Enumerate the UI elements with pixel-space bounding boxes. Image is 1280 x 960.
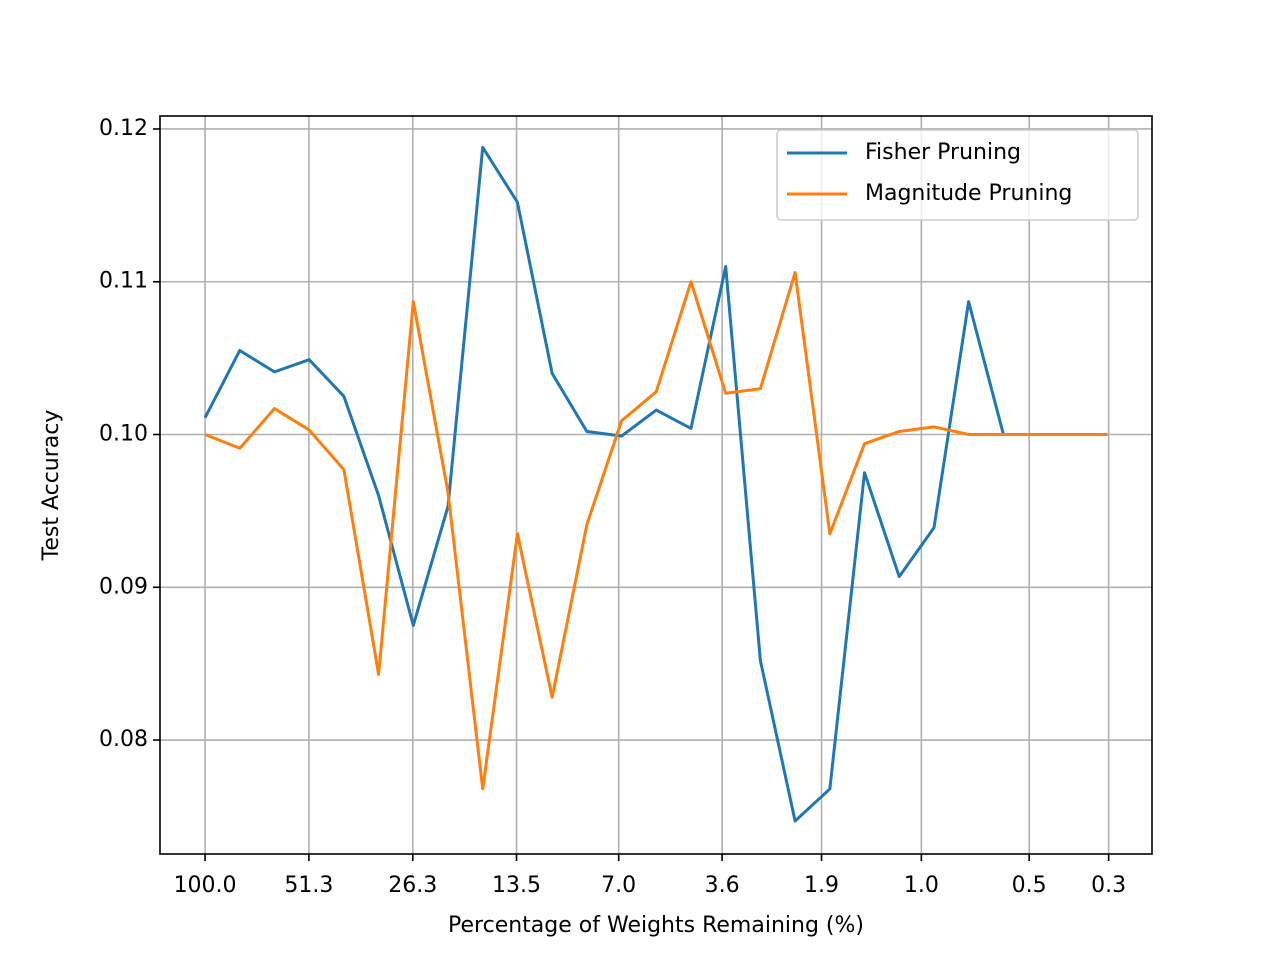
- x-axis-label: Percentage of Weights Remaining (%): [448, 913, 864, 938]
- legend-label: Fisher Pruning: [865, 140, 1021, 165]
- legend: Fisher Pruning Magnitude Pruning: [776, 129, 1139, 221]
- y-tick-label: 0.11: [99, 269, 148, 294]
- y-axis-label: Test Accuracy: [39, 410, 64, 562]
- x-tick-label: 3.6: [705, 873, 740, 898]
- x-tick-label: 0.5: [1012, 873, 1047, 898]
- y-tick-label: 0.08: [99, 727, 148, 752]
- x-tick-label: 7.0: [601, 873, 636, 898]
- plot-frame: [159, 115, 1153, 855]
- x-tick-label: 51.3: [284, 873, 333, 898]
- x-tick-label: 1.0: [904, 873, 939, 898]
- y-tick-label: 0.12: [99, 116, 148, 141]
- x-tick-label: 13.5: [492, 873, 541, 898]
- x-tick-label: 1.9: [804, 873, 839, 898]
- legend-label: Magnitude Pruning: [865, 181, 1072, 206]
- x-tick-label: 26.3: [388, 873, 437, 898]
- y-tick-label: 0.09: [99, 574, 148, 599]
- x-tick-label: 0.3: [1091, 873, 1126, 898]
- series-line: [204, 271, 1108, 791]
- legend-box: [776, 129, 1139, 221]
- x-tick-label: 100.0: [174, 873, 237, 898]
- y-tick-label: 0.10: [99, 422, 148, 447]
- series-line: [203, 145, 1108, 823]
